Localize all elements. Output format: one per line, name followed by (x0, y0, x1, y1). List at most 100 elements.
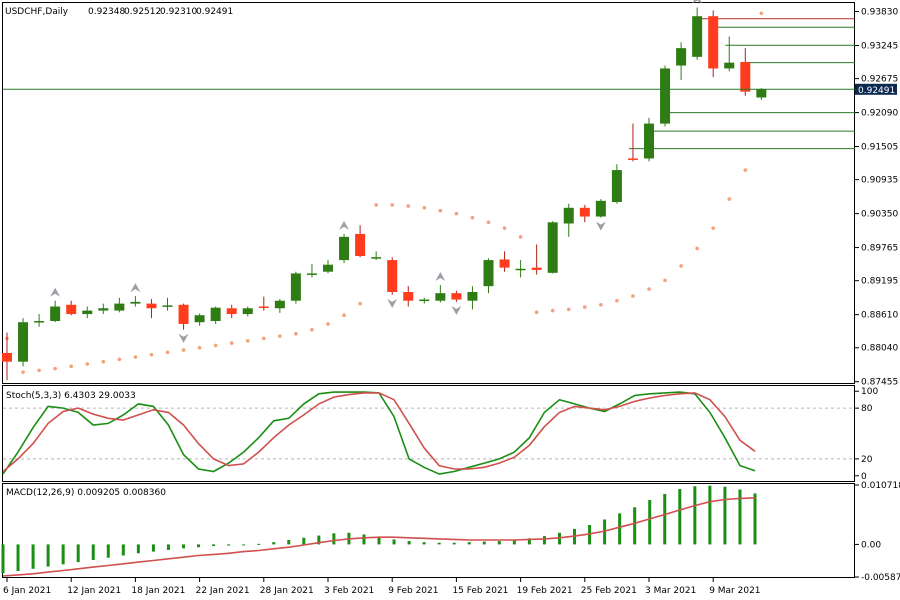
sar-dot (727, 197, 732, 201)
candle-body-bearish (499, 259, 510, 268)
price-tick-label: 0.89765 (861, 244, 898, 254)
price-tick-label: 0.88040 (861, 344, 898, 354)
ohlc-close: 0.92491 (196, 7, 233, 17)
fractal-up-arrow (50, 287, 61, 297)
price-levels (628, 18, 855, 150)
candle-body-bullish (467, 292, 478, 301)
stoch-tick-label: 0 (861, 472, 867, 482)
stoch-title: Stoch(5,3,3) 6.4303 29.0033 (6, 391, 136, 401)
macd-histogram-bar (212, 544, 216, 547)
price-tick-label: 0.93830 (861, 8, 898, 18)
sar-dot (695, 246, 699, 251)
current-price-label: 0.92491 (858, 86, 895, 96)
sar-dot (310, 327, 314, 332)
sar-dot (229, 341, 234, 345)
macd-histogram-bar (708, 485, 712, 545)
macd-histogram-bar (166, 544, 170, 550)
macd-histogram-bar (663, 493, 667, 545)
sar-dot (149, 352, 154, 357)
sar-dot (518, 235, 523, 239)
candle-body-bullish (339, 236, 350, 261)
candle-body-bearish (627, 158, 638, 160)
sar-dot (647, 287, 651, 291)
price-tick-label: 0.91505 (861, 143, 898, 153)
macd-histogram-bar (272, 542, 276, 545)
candle-body-bullish (194, 315, 205, 323)
candle-body-bearish (740, 62, 751, 92)
candle-body-bullish (483, 260, 494, 287)
time-tick-label: 28 Jan 2021 (260, 586, 314, 596)
candle-body-bearish (403, 292, 414, 301)
macd-histogram-bar (603, 519, 607, 545)
macd-histogram-bar (422, 542, 426, 545)
ohlc-high: 0.92512 (124, 7, 161, 17)
macd-histogram-bar (287, 539, 291, 545)
macd-signal-line (2, 497, 756, 577)
sar-dot (679, 264, 683, 268)
sar-dot (294, 332, 298, 336)
sar-dot (663, 278, 667, 283)
macd-histogram-bar (377, 537, 381, 545)
price-tick-label: 0.92675 (861, 75, 898, 85)
sar-dot (534, 310, 539, 315)
time-tick-label: 19 Feb 2021 (517, 586, 573, 596)
sar-dot (85, 362, 90, 366)
time-tick-label: 15 Feb 2021 (452, 586, 508, 596)
macd-histogram-bar (136, 544, 140, 554)
macd-histogram-bar (542, 536, 546, 545)
fractal-down-arrow (595, 221, 606, 231)
sar-dot (390, 203, 395, 207)
candle-body-bullish (435, 293, 446, 301)
sar-dot (245, 338, 250, 343)
macd-histogram-bar (633, 507, 637, 545)
candle-body-bullish (290, 273, 301, 301)
macd-histogram-bar (76, 544, 80, 563)
macd-histogram-bar (738, 489, 742, 545)
macd-histogram-bar (197, 544, 201, 548)
candle-body-bearish (451, 293, 462, 300)
stoch-tick-label: 100 (861, 387, 878, 397)
sar-dot (117, 357, 122, 362)
macd-histogram-bar (392, 539, 396, 545)
candle-body-bearish (226, 308, 237, 315)
macd-histogram-bar (467, 542, 471, 545)
sar-dot (342, 313, 346, 318)
candles (2, 7, 767, 381)
price-tick-label: 0.89195 (861, 277, 898, 287)
sar-dot (197, 345, 202, 350)
fractal-up-arrow (130, 283, 141, 293)
candle-body-bearish (531, 267, 542, 270)
candle-body-bullish (644, 123, 654, 159)
candle-body-bullish (660, 68, 671, 124)
macd-histogram-bar (678, 488, 682, 545)
macd-histogram-bar (512, 539, 516, 545)
sar-dot (631, 294, 635, 298)
candle-body-bearish (579, 207, 590, 217)
macd-histogram-bar (527, 538, 531, 545)
fractal-up-arrow (435, 272, 446, 282)
sar-dot (583, 305, 587, 309)
macd-histogram-bar (693, 486, 697, 545)
macd-tick-label: 0.010718 (861, 481, 900, 491)
sar-dot (454, 211, 459, 216)
sar-dot (422, 206, 427, 210)
macd-histogram-bar (317, 535, 321, 545)
candle-body-bullish (34, 321, 45, 323)
candle-body-bullish (18, 322, 29, 362)
macd-histogram-bar (46, 544, 50, 567)
macd-histogram-bar (61, 544, 65, 565)
candle-body-bullish (114, 303, 125, 311)
stoch-panel-frame (2, 385, 855, 482)
price-title: USDCHF,Daily (5, 7, 69, 17)
macd-title: MACD(12,26,9) 0.009205 0.008360 (6, 488, 166, 498)
stoch-signal-line (2, 392, 756, 473)
candle-body-bullish (371, 257, 382, 259)
macd-histogram-bar (31, 544, 35, 569)
macd-tick-label: -0.005879 (861, 573, 900, 583)
macd-histogram-bar (121, 544, 125, 556)
macd-histogram-bar (482, 541, 486, 545)
macd-histogram-bar (151, 544, 155, 552)
sar-dot (262, 336, 266, 341)
sar-dot (278, 334, 282, 338)
